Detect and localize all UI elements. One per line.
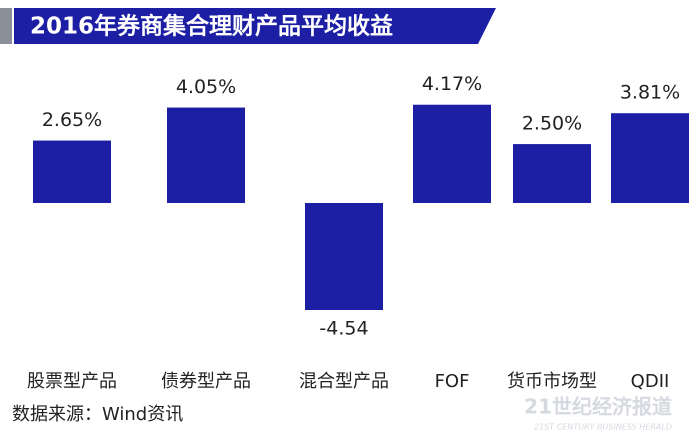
x-tick-label: FOF xyxy=(435,371,470,392)
x-tick-label: 货币市场型 xyxy=(507,371,597,392)
x-tick-label: QDII xyxy=(631,371,670,392)
value-label: 4.17% xyxy=(422,73,482,95)
x-tick-label: 混合型产品 xyxy=(299,371,389,392)
bar xyxy=(305,203,383,310)
bar xyxy=(33,140,111,203)
value-label: 2.65% xyxy=(42,109,102,131)
x-tick-label: 债券型产品 xyxy=(161,371,251,392)
watermark-en: 21ST CENTURY BUSINESS HERALD xyxy=(534,423,672,432)
bar xyxy=(611,113,689,203)
value-label: 4.05% xyxy=(176,76,236,98)
bar xyxy=(167,107,245,203)
chart-title: 2016年券商集合理财产品平均收益 xyxy=(30,13,393,40)
watermark: 21世纪经济报道 xyxy=(524,395,672,419)
title-banner xyxy=(14,8,496,44)
bar xyxy=(413,104,491,203)
x-tick-label: 股票型产品 xyxy=(27,371,117,392)
bar xyxy=(513,144,591,203)
source-note: 数据来源：Wind资讯 xyxy=(12,404,183,425)
value-label: 2.50% xyxy=(522,113,582,135)
title-accent xyxy=(0,8,12,44)
value-label: -4.54 xyxy=(319,318,368,340)
value-label: 3.81% xyxy=(620,82,680,104)
